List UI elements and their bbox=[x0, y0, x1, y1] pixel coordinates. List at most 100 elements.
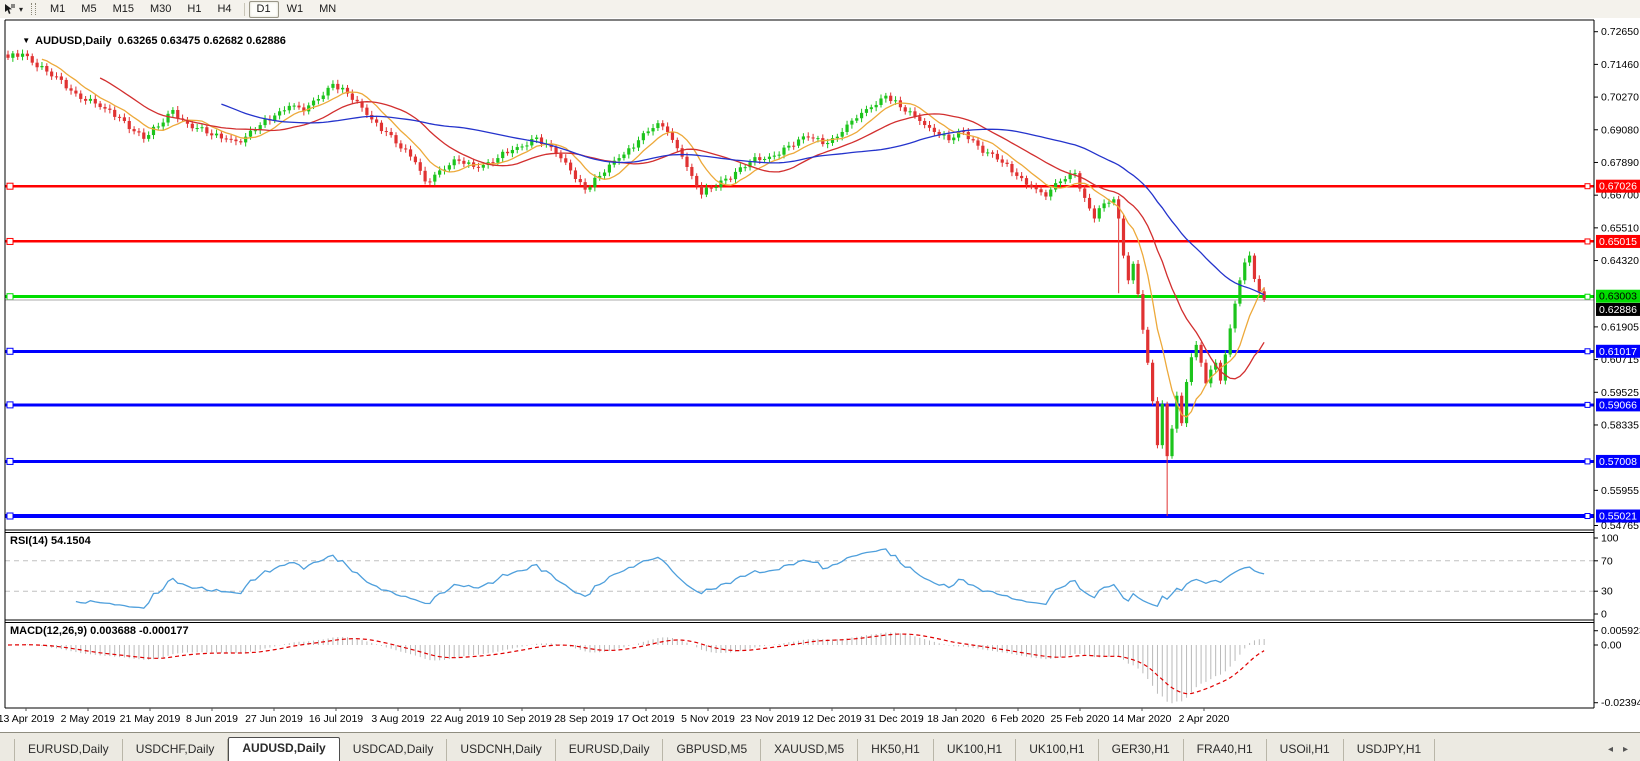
line-handle[interactable] bbox=[6, 293, 14, 301]
timeframe-button-mn[interactable]: MN bbox=[319, 2, 337, 15]
ma-fast-line[interactable] bbox=[41, 58, 1265, 418]
svg-text:0.65015: 0.65015 bbox=[1599, 236, 1637, 248]
chart-title-ohlc: 0.63265 0.63475 0.62682 0.62886 bbox=[117, 35, 286, 47]
panel-borders bbox=[4, 19, 1595, 709]
horizontal-line-057008[interactable] bbox=[5, 457, 1594, 465]
svg-text:6 Feb 2020: 6 Feb 2020 bbox=[991, 713, 1044, 725]
chart-tabs: EURUSD,Daily USDCHF,Daily AUDUSD,Daily USDC… bbox=[14, 737, 1436, 761]
svg-text:0.69080: 0.69080 bbox=[1601, 124, 1639, 136]
tab-ger30-h1-11[interactable]: GER30,H1 bbox=[1099, 739, 1184, 761]
timeframe-button-m30[interactable]: M30 bbox=[149, 2, 172, 15]
svg-text:0.62886: 0.62886 bbox=[1599, 304, 1637, 316]
tab-scroll-left-button[interactable]: ◂ bbox=[1607, 743, 1613, 755]
horizontal-line-065015[interactable] bbox=[5, 237, 1594, 245]
svg-text:0.55021: 0.55021 bbox=[1599, 511, 1637, 523]
horizontal-line-063003[interactable] bbox=[5, 293, 1594, 301]
tab-gbpusd-m5-6[interactable]: GBPUSD,M5 bbox=[663, 739, 762, 761]
tab-uk100-h1-10[interactable]: UK100,H1 bbox=[1016, 739, 1099, 761]
svg-text:-0.023944: -0.023944 bbox=[1601, 697, 1640, 709]
svg-text:0.61017: 0.61017 bbox=[1599, 346, 1637, 358]
tab-audusd-daily-2[interactable]: AUDUSD,Daily bbox=[228, 737, 340, 761]
svg-text:21 May 2019: 21 May 2019 bbox=[120, 713, 181, 725]
tab-scroll-arrows: ◂ ▸ bbox=[1608, 737, 1628, 761]
svg-text:0.70270: 0.70270 bbox=[1601, 92, 1639, 104]
timeframe-button-h1[interactable]: H1 bbox=[187, 2, 202, 15]
ma-mid-line[interactable] bbox=[99, 77, 1265, 380]
timeframe-button-h4[interactable]: H4 bbox=[217, 2, 232, 15]
rsi-line bbox=[75, 548, 1265, 609]
svg-text:70: 70 bbox=[1601, 555, 1613, 567]
svg-text:0.59525: 0.59525 bbox=[1601, 387, 1639, 399]
svg-text:10 Sep 2019: 10 Sep 2019 bbox=[492, 713, 552, 725]
svg-text:100: 100 bbox=[1601, 533, 1619, 545]
svg-text:0.00: 0.00 bbox=[1601, 640, 1622, 652]
tab-xauusd-m5-7[interactable]: XAUUSD,M5 bbox=[761, 739, 859, 761]
chart-title: ▼ AUDUSD,Daily 0.63265 0.63475 0.62682 0.… bbox=[10, 23, 286, 59]
timeframe-button-m15[interactable]: M15 bbox=[112, 2, 134, 15]
chart-area[interactable]: 0.72650 0.71460 0.70270 0.69080 0.67890 0.667… bbox=[0, 18, 1640, 732]
horizontal-line-055021[interactable] bbox=[5, 512, 1594, 520]
timeframe-button-d1[interactable]: D1 bbox=[248, 0, 279, 18]
tab-usdchf-daily-1[interactable]: USDCHF,Daily bbox=[123, 739, 229, 761]
tab-eurusd-daily-0[interactable]: EURUSD,Daily bbox=[14, 739, 123, 761]
ma-slow-line[interactable] bbox=[221, 103, 1265, 296]
horizontal-line-059066[interactable] bbox=[5, 401, 1594, 409]
svg-text:18 Jan 2020: 18 Jan 2020 bbox=[927, 713, 985, 725]
chart-tools-dropdown[interactable]: ▾ bbox=[3, 3, 23, 16]
svg-text:2 May 2019: 2 May 2019 bbox=[61, 713, 116, 725]
timeframe-button-w1[interactable]: W1 bbox=[286, 2, 304, 15]
timeframe-button-m1[interactable]: M1 bbox=[50, 2, 66, 15]
line-handle[interactable] bbox=[6, 347, 14, 355]
svg-text:30: 30 bbox=[1601, 586, 1613, 598]
line-handle[interactable] bbox=[6, 182, 14, 190]
svg-text:0.57008: 0.57008 bbox=[1599, 456, 1637, 468]
chart-tab-bar: EURUSD,Daily USDCHF,Daily AUDUSD,Daily USDC… bbox=[0, 732, 1640, 761]
svg-text:22 Aug 2019: 22 Aug 2019 bbox=[431, 713, 490, 725]
tab-uk100-h1-9[interactable]: UK100,H1 bbox=[934, 739, 1017, 761]
macd-histogram bbox=[12, 632, 1265, 704]
svg-text:14 Mar 2020: 14 Mar 2020 bbox=[1113, 713, 1172, 725]
timeframe-button-m5[interactable]: M5 bbox=[81, 2, 97, 15]
line-handle[interactable] bbox=[6, 237, 14, 245]
candles-layer bbox=[6, 49, 1266, 517]
tab-eurusd-daily-5[interactable]: EURUSD,Daily bbox=[556, 739, 664, 761]
price-chart-canvas[interactable]: 0.726500.714600.702700.690800.678900.667… bbox=[0, 18, 1640, 732]
line-handle[interactable] bbox=[6, 457, 14, 465]
price-axis[interactable]: 0.726500.714600.702700.690800.678900.667… bbox=[1594, 26, 1640, 709]
toolbar-grip[interactable] bbox=[31, 3, 37, 15]
horizontal-line-067026[interactable] bbox=[5, 182, 1594, 190]
svg-text:0.65510: 0.65510 bbox=[1601, 222, 1639, 234]
toolbar: ▾ M1 M5 M15 M30 H1 H4 D1 W1 MN bbox=[0, 0, 1640, 19]
svg-text:28 Sep 2019: 28 Sep 2019 bbox=[554, 713, 614, 725]
tab-scroll-right-button[interactable]: ▸ bbox=[1622, 743, 1628, 755]
line-handle[interactable] bbox=[6, 512, 14, 520]
date-axis[interactable]: 13 Apr 2019 2 May 2019 21 May 2019 8 Jun 20… bbox=[0, 708, 1230, 725]
tab-usoil-h1-13[interactable]: USOil,H1 bbox=[1267, 739, 1344, 761]
svg-text:23 Nov 2019: 23 Nov 2019 bbox=[740, 713, 800, 725]
chart-title-symbol: AUDUSD,Daily bbox=[35, 35, 112, 47]
svg-text:0.67026: 0.67026 bbox=[1599, 181, 1637, 193]
svg-text:0.72650: 0.72650 bbox=[1601, 26, 1639, 38]
svg-text:0: 0 bbox=[1601, 609, 1607, 621]
svg-text:0.54765: 0.54765 bbox=[1601, 520, 1639, 532]
tab-usdcad-daily-3[interactable]: USDCAD,Daily bbox=[340, 739, 448, 761]
tab-hk50-h1-8[interactable]: HK50,H1 bbox=[858, 739, 934, 761]
horizontal-line-061017[interactable] bbox=[5, 347, 1594, 355]
tab-usdcnh-daily-4[interactable]: USDCNH,Daily bbox=[447, 739, 556, 761]
toolbar-separator bbox=[243, 2, 245, 16]
timeframe-button-group: M1 M5 M15 M30 H1 H4 D1 W1 MN bbox=[42, 0, 344, 18]
line-handle[interactable] bbox=[6, 401, 14, 409]
svg-text:25 Feb 2020: 25 Feb 2020 bbox=[1051, 713, 1110, 725]
svg-text:13 Apr 2019: 13 Apr 2019 bbox=[0, 713, 54, 725]
dropdown-caret-icon: ▾ bbox=[19, 4, 24, 14]
svg-text:17 Oct 2019: 17 Oct 2019 bbox=[617, 713, 674, 725]
svg-text:0.67890: 0.67890 bbox=[1601, 157, 1639, 169]
tab-usdjpy-h1-14[interactable]: USDJPY,H1 bbox=[1344, 739, 1436, 761]
svg-text:0.71460: 0.71460 bbox=[1601, 59, 1639, 71]
svg-text:0.61905: 0.61905 bbox=[1601, 321, 1639, 333]
svg-text:0.58335: 0.58335 bbox=[1601, 419, 1639, 431]
svg-text:2 Apr 2020: 2 Apr 2020 bbox=[1179, 713, 1230, 725]
svg-text:16 Jul 2019: 16 Jul 2019 bbox=[309, 713, 363, 725]
macd-signal-line bbox=[7, 633, 1265, 695]
tab-fra40-h1-12[interactable]: FRA40,H1 bbox=[1184, 739, 1267, 761]
